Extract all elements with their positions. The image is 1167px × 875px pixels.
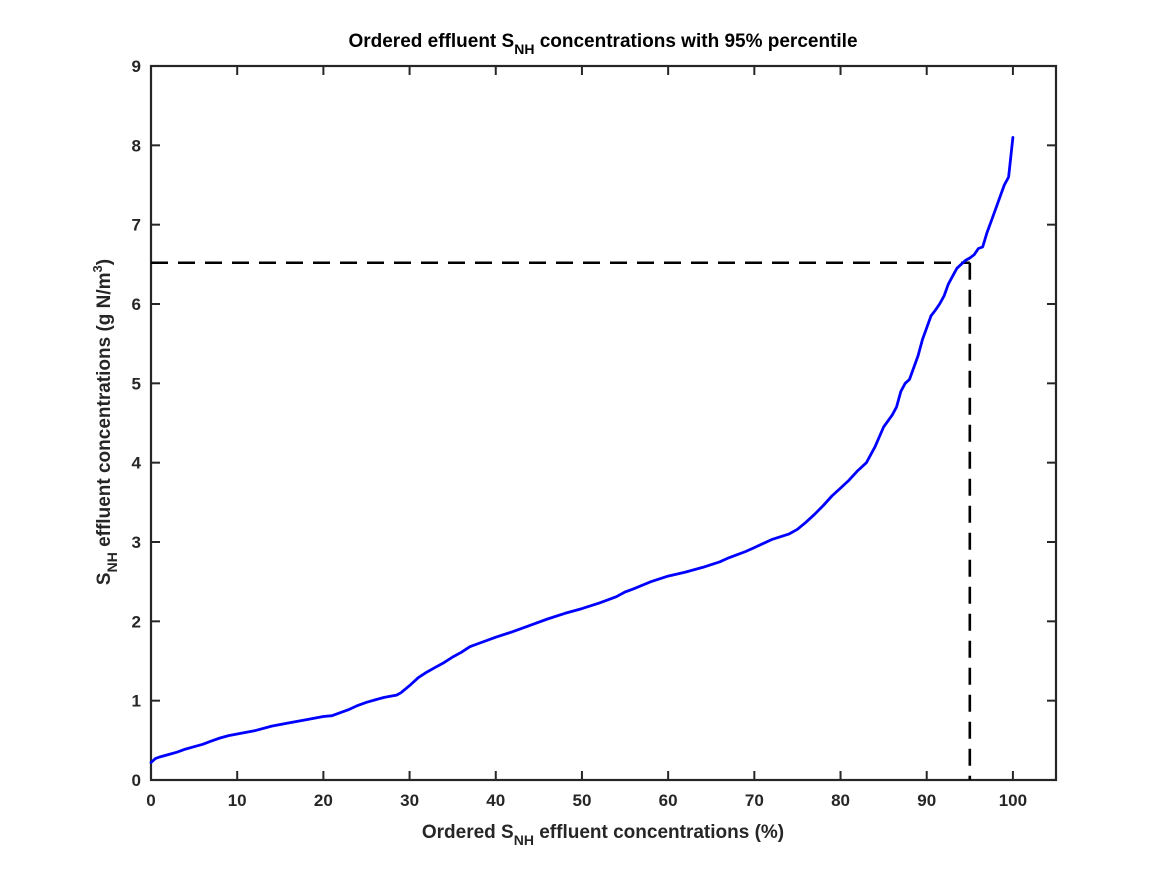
- x-axis-label-prefix: Ordered S: [422, 822, 514, 843]
- x-tick-label-90: 90: [917, 791, 936, 810]
- x-tick-label-80: 80: [831, 791, 850, 810]
- chart-title-sub: NH: [514, 41, 534, 57]
- y-tick-label-7: 7: [132, 216, 141, 235]
- x-axis-label: Ordered SNH effluent concentrations (%): [422, 822, 784, 848]
- x-tick-label-60: 60: [659, 791, 678, 810]
- y-tick-label-3: 3: [132, 533, 141, 552]
- chart-title-prefix: Ordered effluent S: [348, 31, 514, 52]
- y-tick-label-9: 9: [132, 57, 141, 76]
- y-tick-label-4: 4: [132, 454, 142, 473]
- chart-title: Ordered effluent SNH concentrations with…: [348, 31, 857, 57]
- y-axis-label-sub: NH: [104, 552, 120, 572]
- y-tick-label-5: 5: [132, 374, 141, 393]
- y-tick-label-6: 6: [132, 295, 141, 314]
- y-axis-label-sup: 3: [90, 265, 105, 272]
- y-tick-label-2: 2: [132, 612, 141, 631]
- x-tick-label-10: 10: [228, 791, 247, 810]
- x-axis-label-sub: NH: [514, 832, 534, 848]
- y-axis-label-prefix: S: [94, 572, 115, 585]
- x-tick-label-30: 30: [400, 791, 419, 810]
- y-axis-label-middle: effluent concentrations (g N/m: [94, 272, 115, 552]
- x-tick-label-50: 50: [572, 791, 591, 810]
- y-tick-label-8: 8: [132, 136, 141, 155]
- x-tick-label-70: 70: [745, 791, 764, 810]
- x-tick-label-100: 100: [999, 791, 1027, 810]
- chart-title-suffix: concentrations with 95% percentile: [534, 31, 857, 52]
- y-axis-label-suffix: ): [94, 259, 115, 265]
- y-tick-label-0: 0: [132, 771, 141, 790]
- y-axis-label: SNH effluent concentrations (g N/m3): [90, 259, 120, 585]
- plot-area: 0 10 20 30 40 50 60 70 80 90 100 0 1 2 3 4 5 6 7 8 9: [132, 57, 1058, 810]
- x-axis-label-suffix: effluent concentrations (%): [534, 822, 784, 843]
- x-tick-label-20: 20: [314, 791, 333, 810]
- x-tick-label-40: 40: [486, 791, 505, 810]
- axes-box: [149, 64, 1058, 782]
- x-tick-label-0: 0: [146, 791, 155, 810]
- series-line-0: [149, 136, 1015, 764]
- y-tick-label-1: 1: [132, 692, 141, 711]
